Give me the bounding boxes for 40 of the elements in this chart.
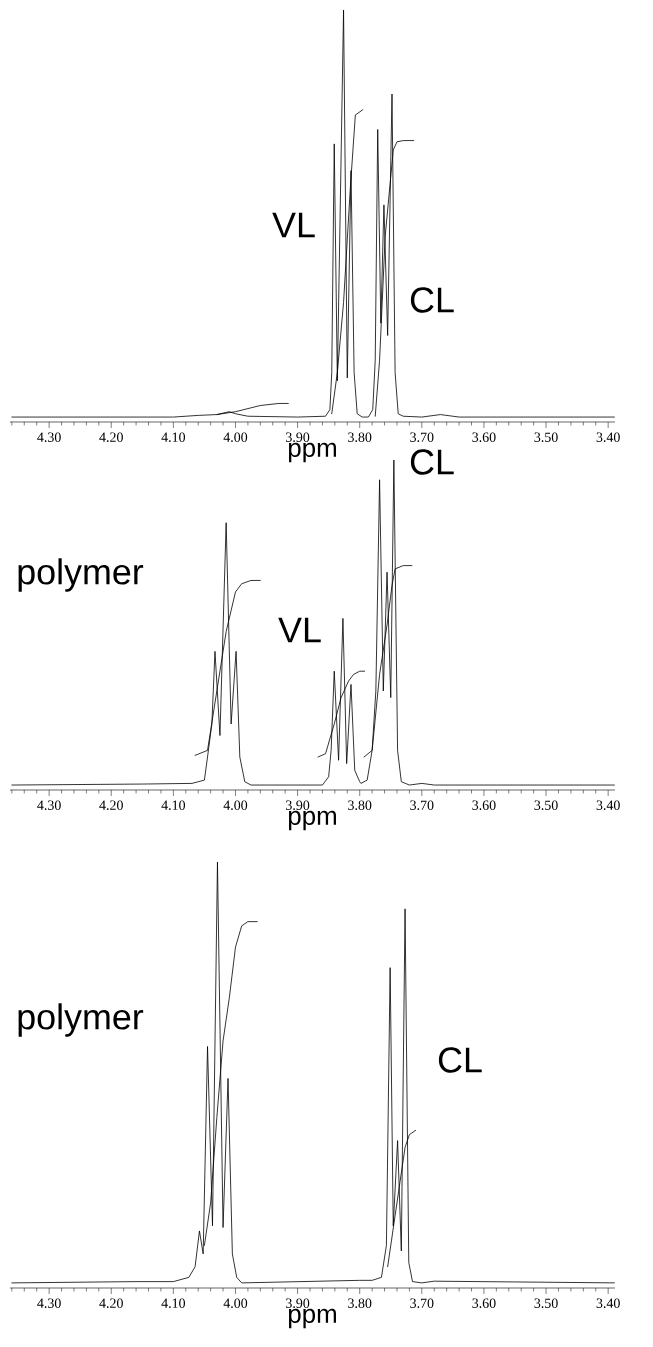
x-tick-label: 3.90 (286, 1298, 310, 1308)
x-tick-label: 3.80 (348, 1298, 372, 1308)
x-tick-label: 3.40 (596, 1298, 620, 1308)
x-axis-title: ppm (288, 810, 336, 831)
annotation: polymer (18, 1003, 144, 1037)
x-tick-label: 3.50 (534, 432, 558, 442)
x-tick-label: 3.70 (410, 800, 434, 810)
annotation: VL (278, 617, 321, 643)
annotation: polymer (18, 558, 144, 592)
x-tick-label: 4.00 (223, 1298, 248, 1308)
x-tick-label: 4.20 (99, 800, 123, 810)
x-axis-title: ppm (288, 1308, 336, 1329)
x-tick-label: 3.40 (596, 432, 620, 442)
x-tick-label: 3.50 (534, 800, 558, 810)
x-tick-label: 4.30 (37, 432, 61, 442)
x-tick-label: 3.40 (596, 800, 620, 810)
x-tick-label: 3.70 (410, 1298, 434, 1308)
x-tick-label: 3.60 (472, 432, 496, 442)
x-tick-label: 4.30 (37, 1298, 61, 1308)
annotation: CL (410, 449, 454, 475)
x-tick-label: 4.30 (37, 800, 61, 810)
x-tick-label: 4.00 (223, 432, 248, 442)
x-tick-label: 4.10 (161, 800, 186, 810)
x-tick-label: 3.90 (286, 432, 310, 442)
x-tick-label: 4.00 (223, 800, 248, 810)
x-tick-label: 4.20 (99, 1298, 123, 1308)
x-tick-label: 3.70 (410, 432, 434, 442)
x-axis-title: ppm (288, 442, 336, 463)
x-tick-label: 3.80 (348, 800, 372, 810)
x-tick-label: 3.80 (348, 432, 372, 442)
x-tick-label: 4.20 (99, 432, 123, 442)
annotation: CL (410, 287, 454, 313)
x-tick-label: 3.50 (534, 1298, 558, 1308)
annotation: CL (438, 1047, 482, 1073)
x-tick-label: 4.10 (161, 1298, 186, 1308)
x-tick-label: 3.60 (472, 800, 496, 810)
x-tick-label: 4.10 (161, 432, 186, 442)
annotation: VL (272, 212, 315, 238)
x-tick-label: 3.90 (286, 800, 310, 810)
x-tick-label: 3.60 (472, 1298, 496, 1308)
